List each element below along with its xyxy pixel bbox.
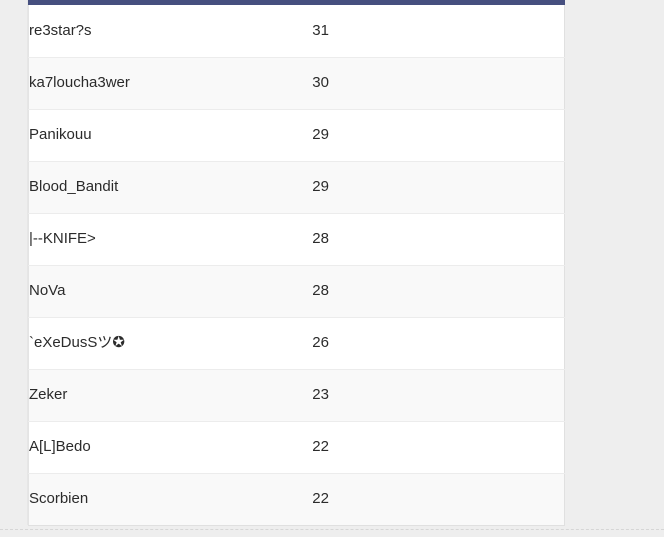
player-name-cell: Zeker — [28, 368, 313, 421]
table-row[interactable]: Scorbien 22 — [28, 472, 565, 525]
player-score-cell: 30 — [312, 56, 565, 109]
player-name-cell: Scorbien — [28, 472, 313, 525]
player-name-cell: ka7loucha3wer — [28, 56, 313, 109]
table-row[interactable]: Zeker 23 — [28, 368, 565, 421]
table-row[interactable]: ka7loucha3wer 30 — [28, 56, 565, 109]
score-table: re3star?s 31 ka7loucha3wer 30 Panikouu 2… — [28, 5, 565, 526]
player-score-cell: 22 — [312, 420, 565, 473]
player-name-cell: Panikouu — [28, 108, 313, 161]
table-row[interactable]: `eXeDusSツ✪ 26 — [28, 316, 565, 369]
table-row[interactable]: |--KNIFE> 28 — [28, 212, 565, 265]
table-accent-bar — [28, 0, 565, 5]
player-name-cell: |--KNIFE> — [28, 212, 313, 265]
table-row[interactable]: Blood_Bandit 29 — [28, 160, 565, 213]
player-score-cell: 29 — [312, 108, 565, 161]
score-table-body: re3star?s 31 ka7loucha3wer 30 Panikouu 2… — [28, 5, 565, 525]
footer-dashed-rule — [0, 529, 664, 530]
player-score-cell: 22 — [312, 472, 565, 525]
player-score-cell: 28 — [312, 264, 565, 317]
player-name-cell: NoVa — [28, 264, 313, 317]
player-name-cell: A[L]Bedo — [28, 420, 313, 473]
table-row[interactable]: A[L]Bedo 22 — [28, 420, 565, 473]
table-row[interactable]: NoVa 28 — [28, 264, 565, 317]
content-column: re3star?s 31 ka7loucha3wer 30 Panikouu 2… — [28, 0, 568, 526]
player-name-cell: `eXeDusSツ✪ — [28, 316, 313, 369]
player-score-cell: 28 — [312, 212, 565, 265]
player-score-cell: 23 — [312, 368, 565, 421]
player-score-cell: 31 — [312, 21, 329, 39]
left-gutter-edge — [27, 0, 28, 525]
player-name-cell: Blood_Bandit — [28, 160, 313, 213]
left-gutter — [0, 0, 28, 537]
table-row[interactable]: Panikouu 29 — [28, 108, 565, 161]
table-row[interactable]: re3star?s 31 — [28, 5, 565, 57]
player-score-cell: 29 — [312, 160, 565, 213]
player-score-cell: 26 — [312, 316, 565, 369]
player-name-cell: re3star?s — [29, 21, 92, 39]
